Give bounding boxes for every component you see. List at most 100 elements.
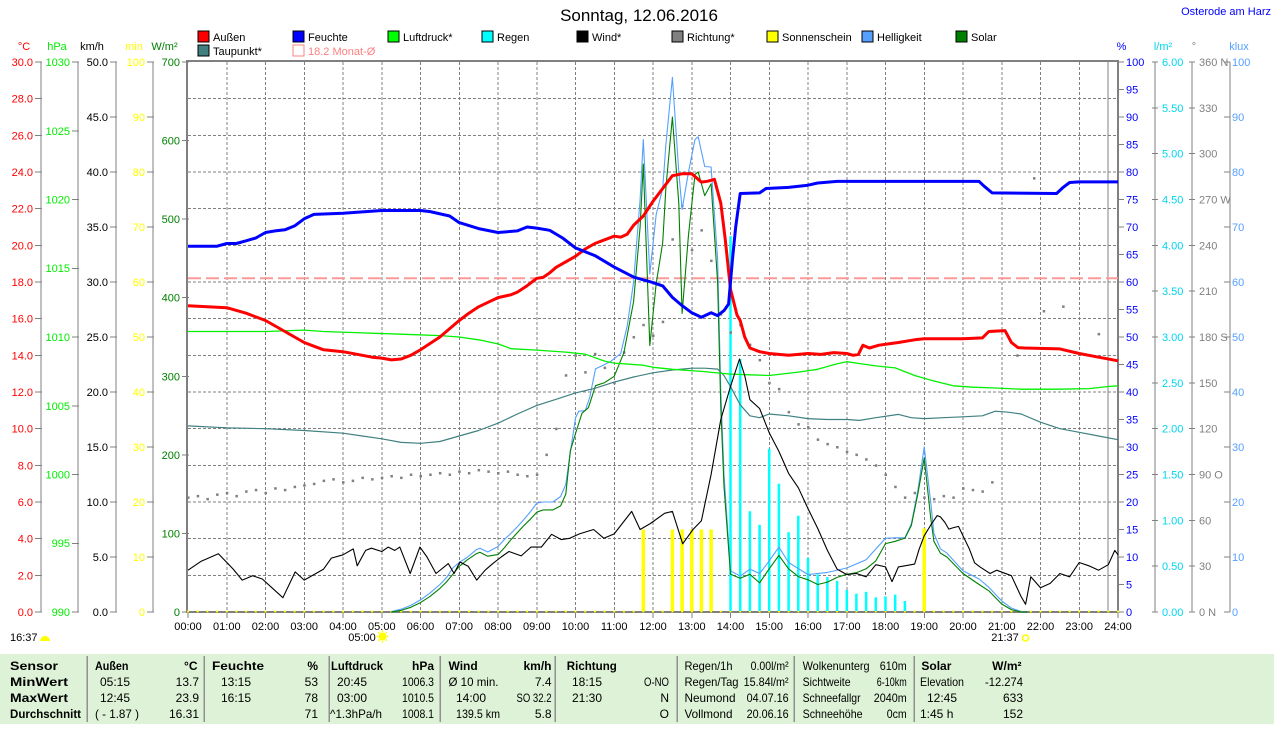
svg-text:152: 152 [1003, 707, 1023, 721]
svg-text:03:00: 03:00 [290, 621, 318, 633]
svg-text:60: 60 [1126, 277, 1138, 289]
svg-text:30.0: 30.0 [87, 277, 108, 289]
svg-text:Schneefallgr: Schneefallgr [803, 691, 861, 705]
svg-text:65: 65 [1126, 250, 1138, 262]
svg-text:100: 100 [1126, 57, 1144, 69]
svg-text:10: 10 [1232, 552, 1244, 564]
svg-text:90: 90 [133, 112, 145, 124]
svg-text:W/m²: W/m² [151, 41, 178, 53]
svg-text:35.0: 35.0 [87, 222, 108, 234]
svg-text:240: 240 [1199, 240, 1217, 252]
svg-text:6.0: 6.0 [18, 497, 33, 509]
svg-text:18:00: 18:00 [872, 621, 900, 633]
svg-text:70: 70 [1232, 222, 1244, 234]
svg-text:10.0: 10.0 [87, 497, 108, 509]
svg-text:17:00: 17:00 [833, 621, 861, 633]
svg-text:55: 55 [1126, 305, 1138, 317]
svg-text:16.0: 16.0 [12, 314, 33, 326]
svg-text:Außen: Außen [213, 32, 245, 44]
svg-text:995: 995 [52, 538, 70, 550]
svg-text:40: 40 [1126, 387, 1138, 399]
svg-text:13:15: 13:15 [221, 675, 251, 689]
svg-text:18:15: 18:15 [572, 675, 602, 689]
svg-text:40: 40 [1232, 387, 1244, 399]
svg-text:15:00: 15:00 [755, 621, 783, 633]
svg-text:13:00: 13:00 [678, 621, 706, 633]
svg-text:70: 70 [1126, 222, 1138, 234]
svg-text:1010: 1010 [46, 332, 70, 344]
svg-text:1025: 1025 [46, 126, 70, 138]
svg-text:14:00: 14:00 [456, 691, 486, 705]
svg-text:09:00: 09:00 [523, 621, 551, 633]
svg-text:35: 35 [1126, 415, 1138, 427]
svg-text:5.00: 5.00 [1162, 149, 1183, 161]
svg-text:70: 70 [133, 222, 145, 234]
svg-text:°C: °C [184, 659, 198, 673]
svg-text:Wolkenunterg: Wolkenunterg [803, 659, 870, 673]
svg-text:95: 95 [1126, 85, 1138, 97]
svg-text:2.00: 2.00 [1162, 424, 1183, 436]
svg-text:10.0: 10.0 [12, 424, 33, 436]
svg-text:90 O: 90 O [1199, 470, 1223, 482]
svg-text:11:00: 11:00 [601, 621, 628, 633]
svg-text:6-10km: 6-10km [877, 675, 907, 689]
svg-text:700: 700 [162, 57, 180, 69]
svg-text:%: % [307, 659, 318, 673]
svg-text:60: 60 [1232, 277, 1244, 289]
svg-text:3.00: 3.00 [1162, 332, 1183, 344]
svg-text:0 N: 0 N [1199, 607, 1216, 619]
svg-text:Solar: Solar [971, 32, 997, 44]
svg-text:Elevation: Elevation [920, 675, 964, 689]
svg-text:5: 5 [1126, 580, 1132, 592]
svg-text:600: 600 [162, 136, 180, 148]
svg-text:610m: 610m [880, 659, 907, 673]
svg-text:Sichtweite: Sichtweite [803, 675, 851, 689]
svg-text:24:00: 24:00 [1104, 621, 1132, 633]
svg-text:120: 120 [1199, 424, 1217, 436]
svg-text:Sensor: Sensor [10, 659, 58, 673]
svg-text:20: 20 [133, 497, 145, 509]
svg-text:20.06.16: 20.06.16 [747, 707, 789, 721]
svg-text:O: O [660, 707, 669, 721]
svg-text:04.07.16: 04.07.16 [747, 691, 789, 705]
svg-text:Ø 10 min.: Ø 10 min. [449, 675, 499, 689]
svg-text:8.0: 8.0 [18, 460, 33, 472]
svg-text:0: 0 [1126, 607, 1132, 619]
svg-text:°: ° [1192, 41, 1196, 53]
svg-text:Solar: Solar [921, 659, 951, 673]
svg-text:18.2 Monat-Ø: 18.2 Monat-Ø [308, 46, 376, 58]
svg-text:Feuchte: Feuchte [212, 659, 264, 673]
svg-text:hPa: hPa [412, 659, 434, 673]
svg-text:05:00: 05:00 [348, 632, 376, 644]
svg-text:18.0: 18.0 [12, 277, 33, 289]
svg-text:0.00: 0.00 [1162, 607, 1183, 619]
svg-text:210: 210 [1199, 286, 1217, 298]
svg-text:12:45: 12:45 [927, 691, 957, 705]
svg-text:50: 50 [1232, 332, 1244, 344]
svg-text:400: 400 [162, 293, 180, 305]
svg-text:Osterode am Harz: Osterode am Harz [1181, 6, 1271, 18]
svg-text:270 W: 270 W [1199, 195, 1231, 207]
svg-text:75: 75 [1126, 195, 1138, 207]
svg-text:1006.3: 1006.3 [402, 675, 434, 689]
svg-text:80: 80 [1126, 167, 1138, 179]
svg-text:16:37: 16:37 [10, 632, 38, 644]
svg-text:23.9: 23.9 [176, 691, 200, 705]
svg-text:50: 50 [133, 332, 145, 344]
svg-text:W/m²: W/m² [992, 659, 1021, 673]
svg-text:1015: 1015 [46, 263, 70, 275]
svg-text:01:00: 01:00 [213, 621, 241, 633]
svg-text:20:45: 20:45 [337, 675, 367, 689]
svg-text:30: 30 [1126, 442, 1138, 454]
svg-text:%: % [1117, 41, 1127, 53]
svg-text:2.0: 2.0 [18, 570, 33, 582]
svg-text:20:00: 20:00 [949, 621, 977, 633]
svg-text:Richtung: Richtung [567, 659, 617, 673]
svg-text:0: 0 [1232, 607, 1238, 619]
svg-text:50: 50 [1126, 332, 1138, 344]
svg-text:Taupunkt*: Taupunkt* [213, 46, 263, 58]
svg-text:60: 60 [133, 277, 145, 289]
svg-text:30: 30 [1199, 561, 1211, 573]
svg-text:4.0: 4.0 [18, 534, 33, 546]
svg-text:Helligkeit: Helligkeit [877, 32, 922, 44]
